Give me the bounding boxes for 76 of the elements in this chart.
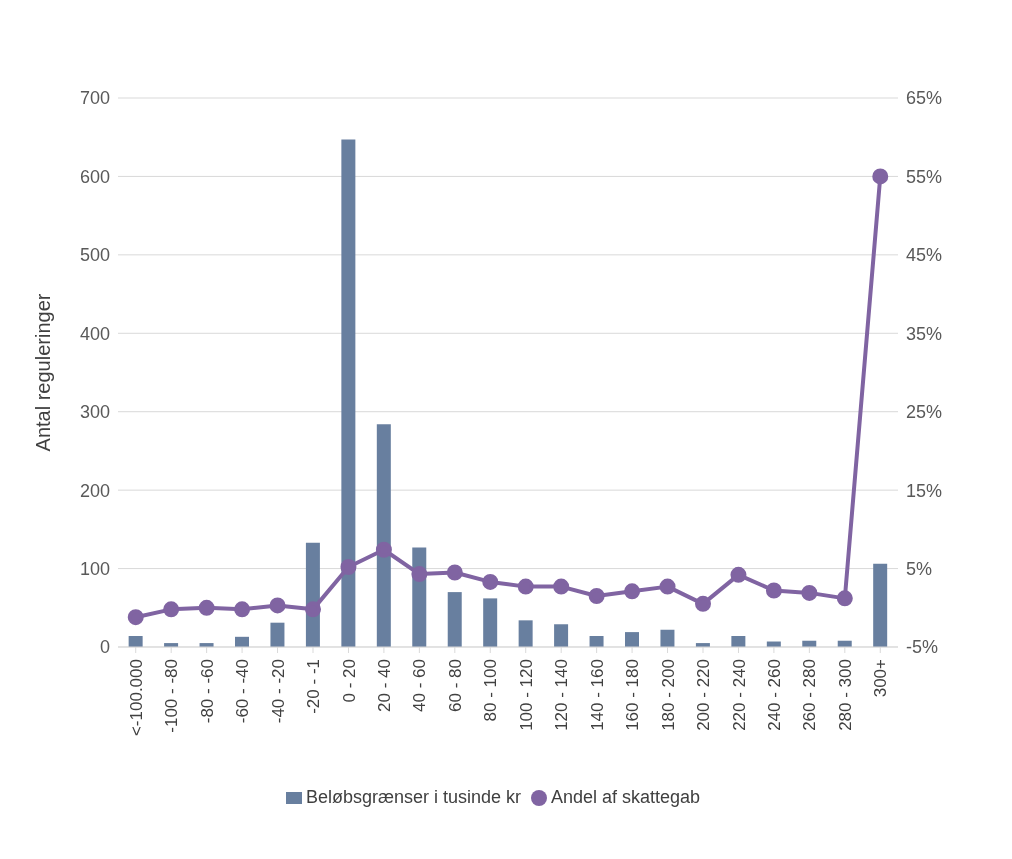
y2-tick-label: 65% [906, 88, 943, 109]
bar [341, 139, 356, 647]
y2-tick-label: 25% [906, 402, 943, 423]
bar [873, 563, 888, 647]
y-axis-title: Antal reguleringer [32, 293, 55, 452]
x-tick-label: 260 - 280 [800, 659, 820, 731]
bar [518, 620, 533, 647]
y2-tick-label: -5% [906, 637, 939, 658]
y-tick-label: 500 [79, 245, 110, 266]
y-tick-label: 300 [79, 402, 110, 423]
y2-tick-label: 15% [906, 480, 943, 501]
bar [731, 636, 746, 647]
point [553, 578, 570, 595]
bar [554, 624, 569, 647]
legend-label: Andel af skattegab [550, 787, 701, 807]
bar [376, 424, 391, 647]
y-tick-label: 400 [79, 323, 110, 344]
point [234, 601, 251, 618]
x-tick-label: -20 - -1 [304, 659, 324, 714]
x-tick-label: -100 - -80 [162, 659, 182, 733]
x-tick-label: 80 - 100 [481, 659, 501, 722]
x-tick-label: 60 - 80 [445, 659, 465, 712]
x-tick-label: 20 - 40 [374, 659, 394, 712]
point [872, 168, 889, 185]
point [482, 573, 499, 590]
y-tick-label: 600 [79, 166, 110, 187]
x-tick-label: 200 - 220 [694, 659, 714, 731]
y-tick-label: 0 [99, 637, 110, 658]
bar [483, 598, 498, 647]
point [588, 588, 605, 605]
x-tick-label: 40 - 60 [410, 659, 430, 712]
x-tick-label: 180 - 200 [658, 659, 678, 731]
point [517, 578, 534, 595]
x-tick-label: 120 - 140 [552, 659, 572, 731]
x-tick-label: -40 - -20 [268, 659, 288, 724]
bar [660, 629, 675, 647]
point [198, 599, 215, 616]
y2-tick-label: 5% [906, 558, 933, 579]
point [269, 597, 286, 614]
x-tick-label: 220 - 240 [729, 659, 749, 731]
x-tick-label: <-100.000 [126, 659, 146, 737]
point [730, 566, 747, 583]
point [695, 595, 711, 612]
point [163, 601, 180, 618]
x-tick-label: 0 - 20 [339, 659, 359, 703]
point [375, 541, 392, 558]
point [305, 601, 321, 618]
point [765, 582, 782, 599]
point [836, 590, 853, 607]
x-tick-label: 300+ [871, 658, 891, 698]
y-tick-label: 700 [79, 88, 110, 109]
point [127, 609, 144, 626]
x-tick-label: 160 - 180 [623, 659, 643, 731]
bar [128, 636, 143, 647]
y2-tick-label: 55% [906, 166, 943, 187]
point [659, 578, 676, 595]
point [411, 566, 428, 583]
point [340, 559, 357, 575]
y-tick-label: 100 [79, 558, 110, 579]
legend-label: Beløbsgrænser i tusinde kr [305, 787, 521, 807]
point [624, 583, 641, 600]
y-tick-label: 200 [79, 480, 110, 501]
point [801, 584, 818, 601]
x-tick-label: 140 - 160 [587, 659, 607, 731]
x-tick-label: 100 - 120 [516, 659, 536, 731]
y2-tick-label: 35% [906, 323, 943, 344]
bar [625, 632, 639, 647]
x-tick-label: 240 - 260 [764, 659, 784, 731]
x-tick-label: -80 - -60 [197, 659, 217, 724]
x-tick-label: 280 - 300 [835, 659, 855, 731]
bar [447, 592, 462, 647]
bar [270, 622, 285, 647]
bar [589, 636, 604, 647]
point [446, 564, 463, 581]
x-tick-label: -60 - -40 [233, 659, 253, 724]
y2-tick-label: 45% [906, 245, 943, 266]
